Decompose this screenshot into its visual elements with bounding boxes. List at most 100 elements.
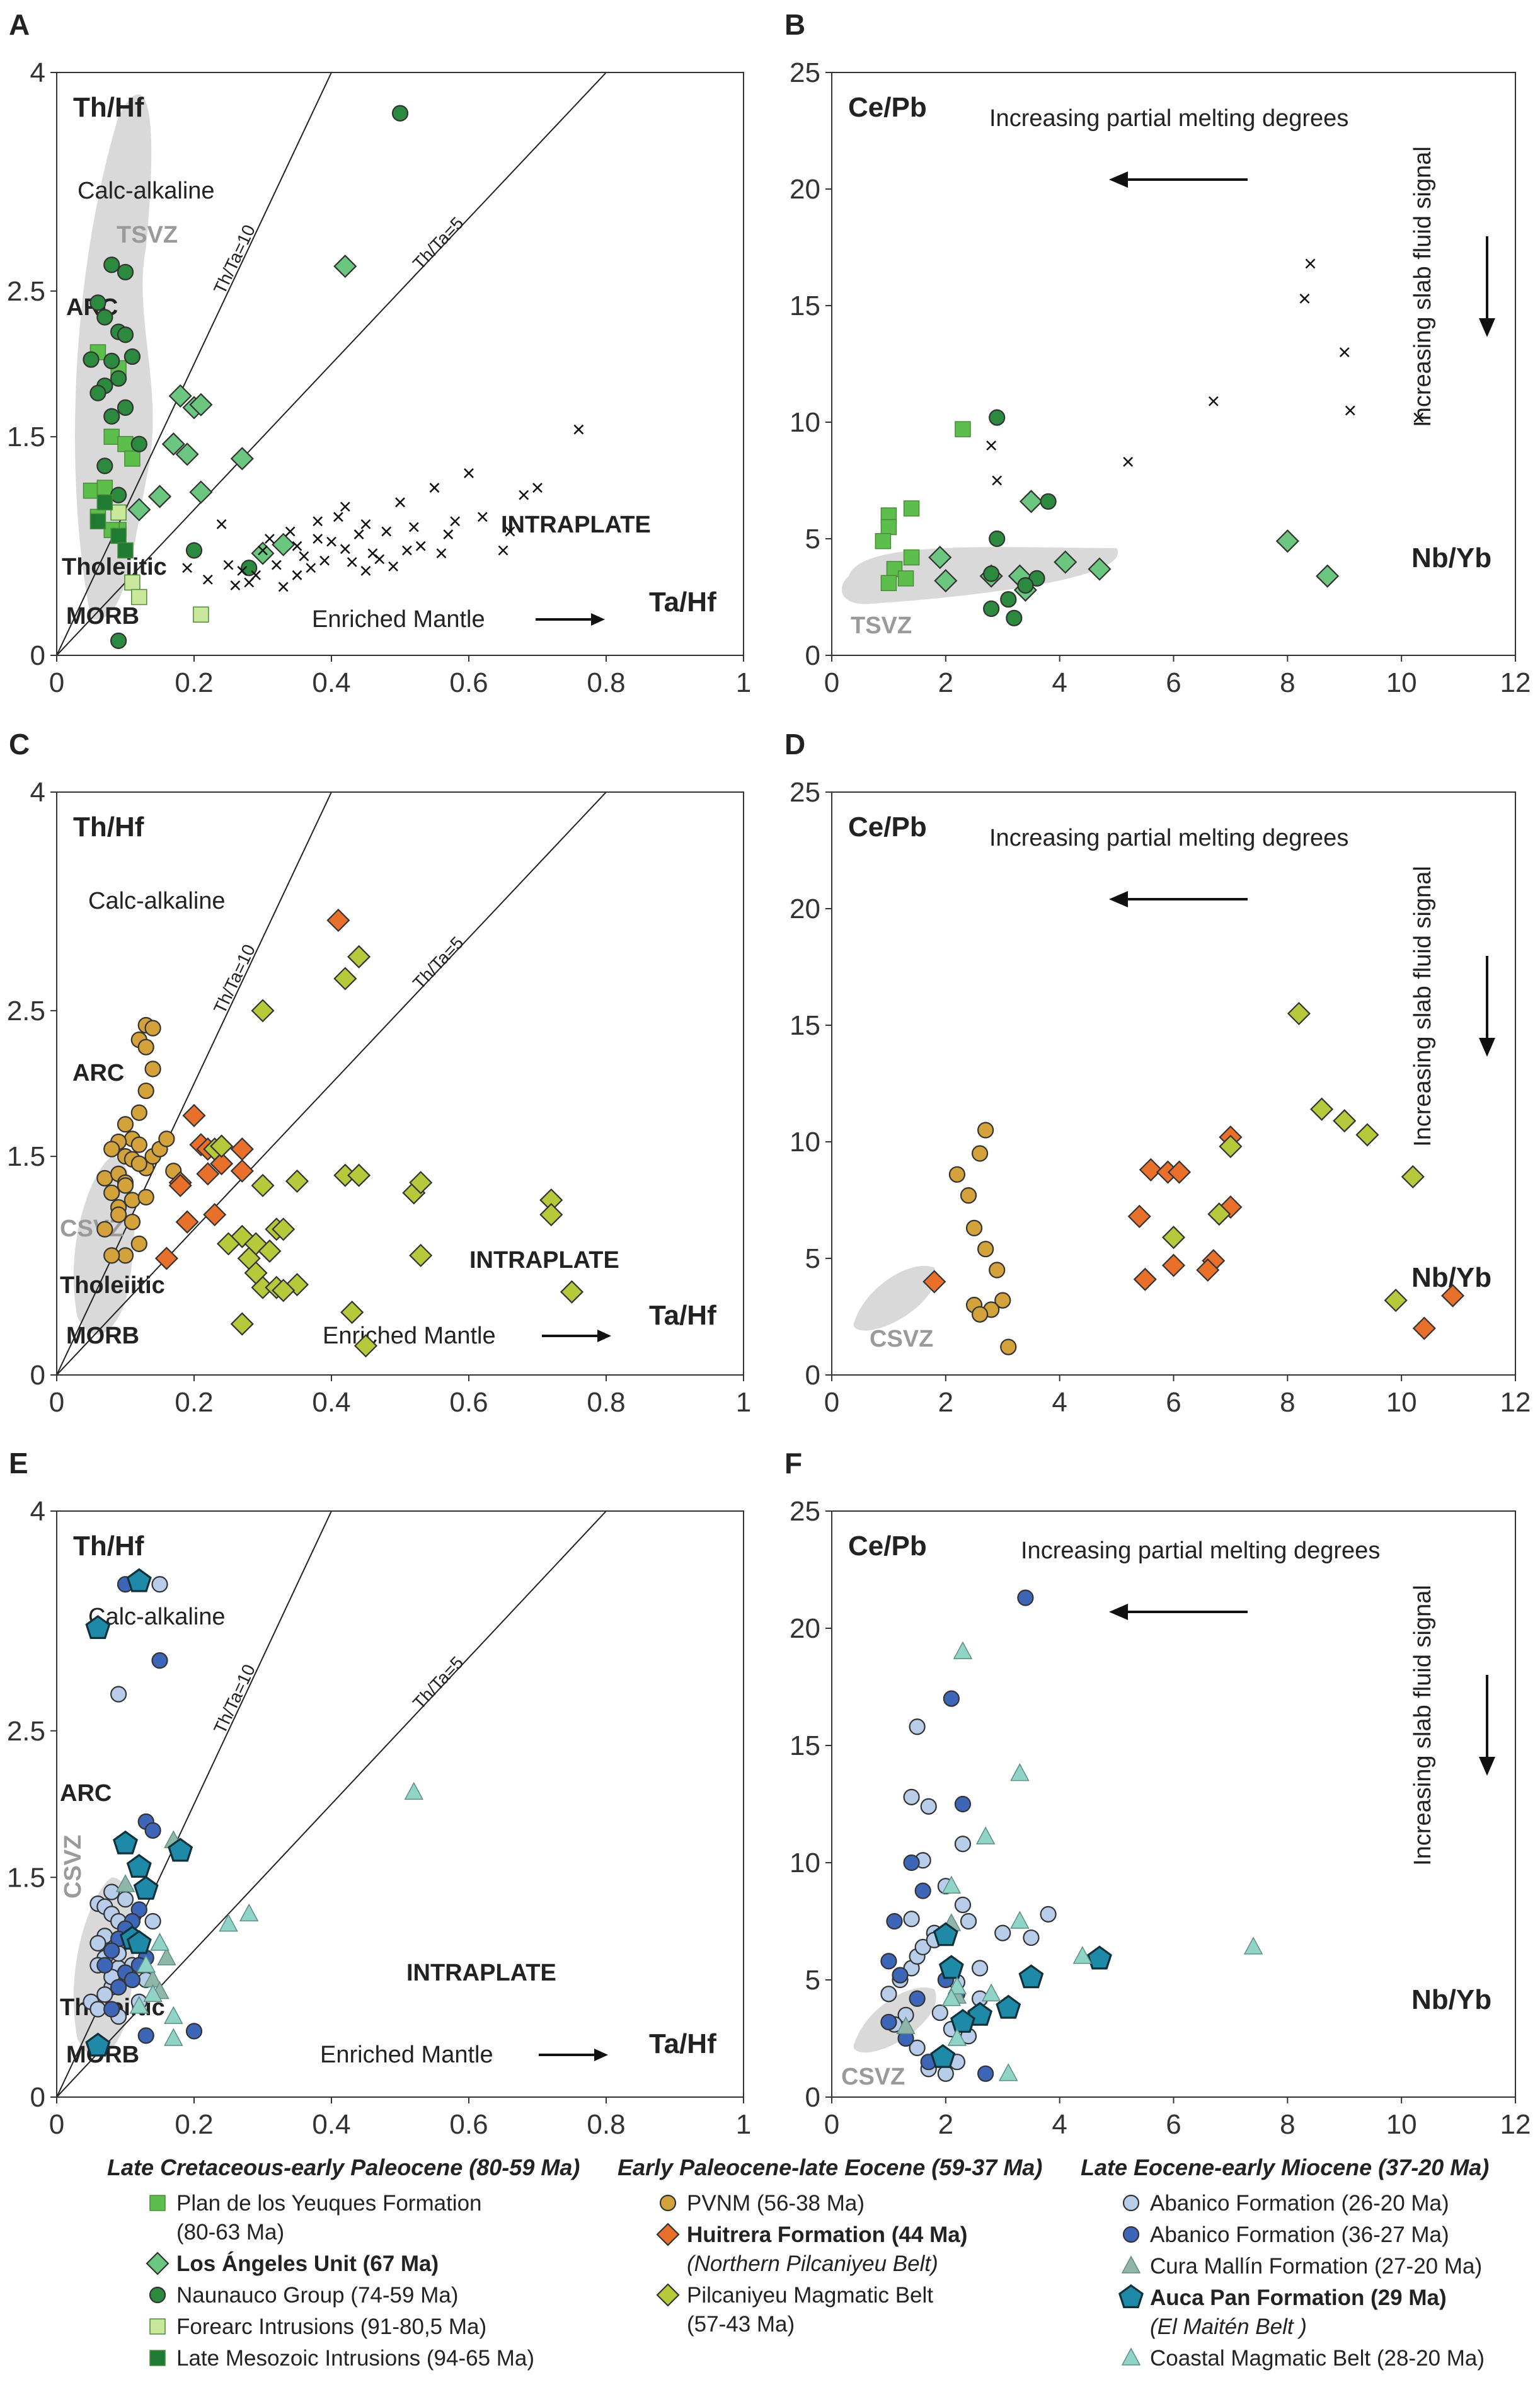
data-point	[89, 2001, 106, 2018]
data-point	[436, 548, 447, 559]
y-tick-label: 10	[790, 1848, 820, 1878]
data-point	[938, 1955, 964, 1979]
data-point	[989, 530, 1006, 548]
y-tick-label: 10	[790, 1127, 820, 1158]
data-point	[110, 1206, 127, 1223]
data-point	[1305, 258, 1316, 269]
data-point	[244, 1261, 268, 1285]
data-point	[161, 432, 185, 456]
data-point	[360, 519, 371, 529]
y-tick-label: 1.5	[7, 422, 45, 452]
data-point	[237, 565, 248, 576]
data-point	[505, 526, 515, 537]
data-point	[117, 263, 134, 280]
legend-label: Los Ángeles Unit (67 Ma)	[176, 2251, 439, 2276]
data-point	[239, 1903, 259, 1922]
x-tick-label: 0	[824, 667, 839, 698]
label-th-ta-5: Th/Ta=5	[409, 933, 467, 992]
data-point	[89, 513, 106, 529]
data-point	[96, 494, 113, 510]
data-point	[1054, 550, 1077, 574]
data-point	[892, 1967, 909, 1984]
data-point	[147, 485, 172, 509]
x-tick-label: 10	[1386, 667, 1417, 698]
data-point	[83, 351, 100, 368]
data-point	[151, 1652, 168, 1669]
legend-item: Abanico Formation (26-20 Ma)	[1122, 2191, 1449, 2216]
data-point	[909, 2039, 926, 2056]
data-point	[340, 502, 350, 512]
y-axis-label: Ce/Pb	[848, 1531, 927, 1561]
y-tick-label: 5	[805, 524, 820, 555]
data-point	[89, 1935, 106, 1952]
data-points	[880, 1589, 1263, 2082]
series-coastal-magmatic-belt	[129, 1781, 424, 2046]
panel-letter-b: B	[784, 8, 805, 41]
data-point	[903, 549, 920, 566]
data-point	[299, 551, 309, 561]
data-point	[143, 1984, 163, 2002]
data-point	[115, 1874, 135, 1892]
x-tick-label: 6	[1166, 2109, 1181, 2140]
data-point	[360, 565, 371, 576]
y-axis-label: Ce/Pb	[848, 92, 927, 123]
data-point	[922, 1270, 946, 1294]
label-th-ta-10: Th/Ta=10	[210, 222, 259, 297]
data-point	[880, 1953, 897, 1970]
legend-item: Coastal Magmatic Belt (28-20 Ma)	[1121, 2346, 1485, 2371]
data-point	[903, 500, 920, 517]
panel-letter-c: C	[9, 728, 30, 761]
data-point	[223, 560, 234, 570]
x-tick-label: 4	[1052, 667, 1067, 698]
panel-b: 0 2 4 6 8 10 12 0 5 10 15 20 25 B Ce/Pb Nb/Yb Increasing…	[784, 8, 1531, 698]
data-point	[1017, 577, 1034, 594]
data-point	[409, 1171, 433, 1195]
data-point	[914, 1882, 931, 1899]
data-point	[265, 534, 275, 544]
arrowhead-right-icon	[591, 613, 605, 626]
data-point	[127, 498, 151, 522]
data-point	[875, 532, 892, 549]
data-point	[168, 1837, 193, 1862]
data-point	[896, 2016, 916, 2035]
data-point	[909, 1990, 926, 2007]
x-tick-label: 12	[1500, 1387, 1531, 1418]
legend-symbol	[1122, 2226, 1140, 2243]
data-point	[251, 1173, 275, 1197]
partial-melting-label: Increasing partial melting degrees	[989, 825, 1348, 851]
partial-melting-label: Increasing partial melting degrees	[1021, 1538, 1380, 1564]
y-tick-label: 2.5	[7, 996, 45, 1026]
data-point	[216, 519, 227, 529]
data-point	[999, 2063, 1018, 2081]
y-axis-label: Th/Hf	[73, 1531, 144, 1561]
data-point	[117, 1116, 134, 1133]
data-point	[994, 1292, 1011, 1309]
enriched-mantle-label: Enriched Mantle	[312, 606, 485, 633]
x-tick-label: 1	[736, 667, 751, 698]
data-point	[954, 1836, 972, 1853]
series-late-mesozoic-intrusions	[89, 494, 134, 559]
legend-symbol	[146, 2251, 170, 2275]
data-point	[903, 1788, 920, 1805]
x-tick-label: 2	[938, 667, 953, 698]
legend-item: Pilcaniyeu Magmatic Belt (57-43 Ma)	[656, 2283, 933, 2337]
data-point	[1440, 1284, 1465, 1308]
data-point	[185, 542, 203, 559]
data-point	[103, 1184, 120, 1202]
data-point	[137, 1038, 154, 1055]
legend-sublabel: (Northern Pilcaniyeu Belt)	[687, 2251, 938, 2276]
y-tick-label: 0	[805, 2082, 820, 2113]
data-point	[182, 563, 192, 573]
x-tick-label: 4	[1052, 2109, 1067, 2140]
region-intraplate: INTRAPLATE	[469, 1247, 619, 1274]
x-tick-label: 12	[1500, 2109, 1531, 2140]
enriched-mantle-label: Enriched Mantle	[320, 2042, 493, 2068]
x-tick-label: 0	[824, 1387, 839, 1418]
y-tick-label: 2.5	[7, 1716, 45, 1747]
legend-label: Coastal Magmatic Belt (28-20 Ma)	[1150, 2346, 1485, 2371]
data-point	[971, 1306, 989, 1323]
legend-item: Forearc Intrusions (91-80,5 Ma)	[149, 2314, 486, 2339]
region-morb: MORB	[66, 603, 139, 630]
data-point	[947, 1976, 967, 1994]
data-point	[103, 256, 120, 273]
